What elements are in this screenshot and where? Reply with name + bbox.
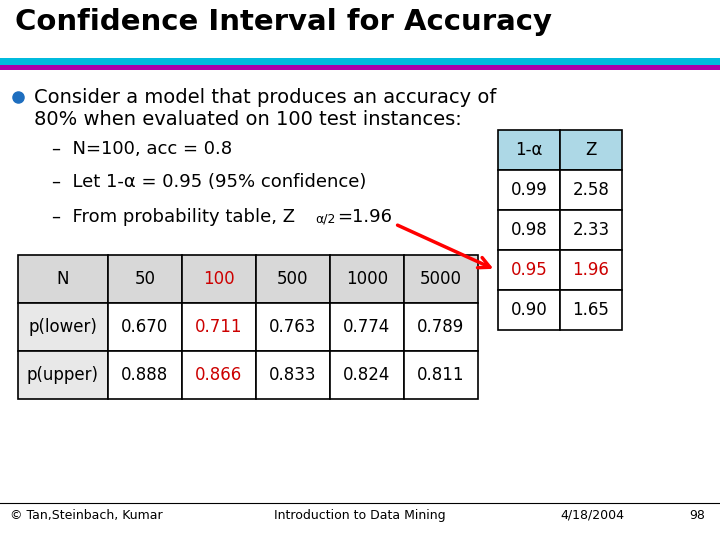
Bar (498, 290, 560, 330)
Bar (560, 130, 622, 170)
Bar (182, 351, 256, 399)
Bar (0, 503, 720, 540)
Text: 0.99: 0.99 (510, 181, 547, 199)
Text: 0.833: 0.833 (269, 366, 317, 384)
Text: 1.65: 1.65 (572, 301, 609, 319)
Bar (18, 255, 108, 303)
Text: 0.789: 0.789 (418, 318, 464, 336)
Text: Z: Z (585, 141, 597, 159)
Bar (108, 351, 182, 399)
Text: 2.33: 2.33 (572, 221, 610, 239)
Text: p(upper): p(upper) (27, 366, 99, 384)
Text: 1-α: 1-α (516, 141, 543, 159)
Bar (18, 351, 108, 399)
Text: Consider a model that produces an accuracy of: Consider a model that produces an accura… (34, 88, 496, 107)
Text: 0.95: 0.95 (510, 261, 547, 279)
Text: 0.90: 0.90 (510, 301, 547, 319)
Bar (330, 303, 404, 351)
Text: –  Let 1-α = 0.95 (95% confidence): – Let 1-α = 0.95 (95% confidence) (52, 173, 366, 191)
Text: 80% when evaluated on 100 test instances:: 80% when evaluated on 100 test instances… (34, 110, 462, 129)
Bar (256, 351, 330, 399)
Text: © Tan,Steinbach, Kumar: © Tan,Steinbach, Kumar (10, 509, 163, 522)
Bar (0, 65, 720, 70)
Text: 0.774: 0.774 (343, 318, 391, 336)
Text: 1.96: 1.96 (572, 261, 609, 279)
Bar (498, 250, 560, 290)
Bar (560, 210, 622, 250)
Text: –  From probability table, Z: – From probability table, Z (52, 208, 295, 226)
Text: 100: 100 (203, 270, 235, 288)
Bar (256, 255, 330, 303)
Text: Introduction to Data Mining: Introduction to Data Mining (274, 509, 446, 522)
Text: 0.98: 0.98 (510, 221, 547, 239)
Bar (0, 58, 720, 65)
Text: 98: 98 (689, 509, 705, 522)
Text: 0.763: 0.763 (269, 318, 317, 336)
Bar (560, 170, 622, 210)
Bar (498, 170, 560, 210)
Bar (498, 210, 560, 250)
Bar (404, 351, 478, 399)
Text: 4/18/2004: 4/18/2004 (560, 509, 624, 522)
Bar (256, 303, 330, 351)
Text: Confidence Interval for Accuracy: Confidence Interval for Accuracy (15, 8, 552, 36)
Text: 0.811: 0.811 (418, 366, 464, 384)
Text: 5000: 5000 (420, 270, 462, 288)
Bar (560, 290, 622, 330)
Text: 0.824: 0.824 (343, 366, 391, 384)
Bar (182, 255, 256, 303)
Bar (498, 130, 560, 170)
Text: 0.711: 0.711 (195, 318, 243, 336)
Text: 0.866: 0.866 (195, 366, 243, 384)
Bar (182, 303, 256, 351)
Text: 2.58: 2.58 (572, 181, 609, 199)
Bar (108, 255, 182, 303)
Text: 0.888: 0.888 (122, 366, 168, 384)
Text: α/2: α/2 (315, 213, 336, 226)
Bar (18, 303, 108, 351)
Text: =1.96: =1.96 (337, 208, 392, 226)
Bar (108, 303, 182, 351)
Bar (330, 351, 404, 399)
Text: –  N=100, acc = 0.8: – N=100, acc = 0.8 (52, 140, 232, 158)
Bar (330, 255, 404, 303)
Text: 0.670: 0.670 (122, 318, 168, 336)
Text: 1000: 1000 (346, 270, 388, 288)
Text: N: N (57, 270, 69, 288)
Bar (404, 303, 478, 351)
Text: p(lower): p(lower) (29, 318, 97, 336)
Bar (560, 250, 622, 290)
Text: 500: 500 (277, 270, 309, 288)
Text: 50: 50 (135, 270, 156, 288)
Bar (404, 255, 478, 303)
